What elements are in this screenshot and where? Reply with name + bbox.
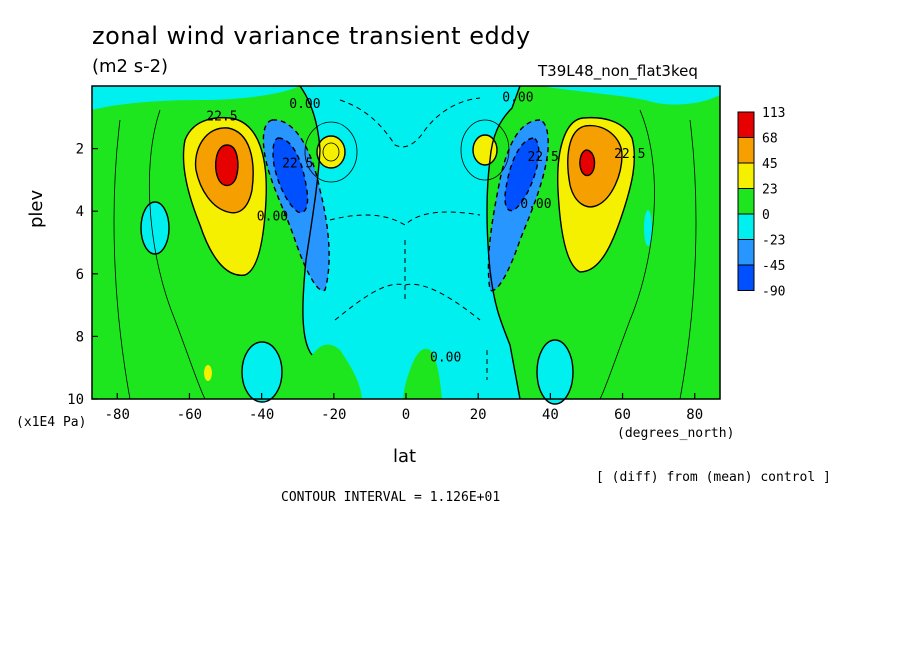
field-red-left [215,145,238,186]
contour-line [472,134,498,166]
contour-label: 0.00 [502,91,533,106]
field-cyan-topright [540,86,720,105]
x-axis-units: (degrees_north) [617,426,735,441]
x-axis-label: lat [393,446,417,467]
contour-label: 0.00 [257,210,288,225]
diff-note: [ (diff) from (mean) control ] [596,470,831,485]
contour-line [504,137,540,212]
y-tick-label: 6 [76,267,84,283]
colorbar-label: 23 [762,183,778,198]
contour-line [579,149,596,177]
y-axis: 2 4 6 8 10 [67,142,98,408]
x-tick-label: 20 [470,407,487,423]
field-yellow-small-left [204,365,212,381]
contour-line [329,211,481,226]
contour-line [299,85,321,356]
x-tick-label: -60 [177,407,202,423]
contour-label: 0.00 [520,197,551,212]
colorbar-swatch [737,239,755,266]
colorbar-swatch [737,264,755,291]
field-red-right [579,150,595,176]
contour-line [182,116,267,276]
contour-line [557,116,636,273]
colorbar-label: 0 [762,208,770,223]
colorbar-label: 68 [762,132,778,147]
contour-labels: 22.5 0.00 22.5 0.00 0.00 22.5 0.00 22.5 0.00 [206,91,645,366]
contour-line [304,121,358,183]
contour-line [140,201,170,255]
x-tick-label: 80 [686,407,703,423]
colorbar-swatch [737,137,755,164]
contour-lines [113,85,697,405]
contour-line [194,127,254,214]
contour-line [679,119,697,400]
y-axis-units: (x1E4 Pa) [16,415,87,430]
contour-line [599,109,655,400]
contour-line [460,119,510,181]
x-tick-label: -40 [249,407,274,423]
field-cyan-bottom-right [537,340,573,404]
plot-fields [92,86,720,404]
field-blue-right [504,138,539,211]
colorbar-label: -45 [762,259,785,274]
chart-title: zonal wind variance transient eddy [92,22,531,50]
field-yellow-secondary-right [473,135,497,165]
field-cyan-left-blob [141,202,169,254]
contour-line [113,119,131,400]
x-tick-label: -20 [321,407,346,423]
contour-line [567,124,623,208]
x-axis: -80 -60 -40 -20 0 20 40 60 80 [105,393,703,423]
contour-label: 22.5 [527,150,558,165]
contour-line [241,341,283,403]
contour-line [486,85,521,400]
colorbar-label: -90 [762,285,785,300]
contour-line [334,283,481,321]
x-tick-label: 60 [614,407,631,423]
contour-label: 22.5 [282,156,313,171]
field-cyan-bottom-left [242,342,282,402]
contour-line [487,119,549,292]
contour-line [536,339,574,405]
contour-label: 0.00 [289,97,320,112]
contour-line [262,119,330,292]
x-tick-label: -80 [105,407,130,423]
x-tick-label: 40 [542,407,559,423]
run-name: T39L48_non_flat3keq [538,62,698,80]
contour-label: 22.5 [614,147,645,162]
contour-label: 0.00 [430,350,461,365]
contour-interval: CONTOUR INTERVAL = 1.126E+01 [281,490,501,505]
colorbar-label: 45 [762,157,778,172]
contour-line [339,97,481,148]
colorbar-label: -23 [762,234,785,249]
contour-line [149,109,206,400]
chart-units: (m2 s-2) [92,56,169,77]
colorbar-swatch [737,213,755,240]
field-cyan-topleft [92,86,300,110]
colorbar-swatch [737,111,755,138]
contour-line [316,135,346,169]
y-tick-label: 4 [76,204,84,220]
contour-line [322,142,340,162]
colorbar-swatch [737,162,755,189]
contour-label: 22.5 [206,109,237,124]
x-tick-label: 0 [402,407,410,423]
field-cyan-right-sliver [644,210,652,246]
y-tick-label: 10 [67,392,84,408]
colorbar-legend: 113 68 45 23 0 -23 -45 -90 [737,106,785,300]
colorbar-swatch [737,188,755,215]
contour-line [272,137,309,214]
contour-line [215,144,239,187]
field-yellow-secondary-left [317,136,345,168]
field-blue-left [273,138,308,213]
y-tick-label: 8 [76,329,84,345]
y-tick-label: 2 [76,142,84,158]
colorbar-label: 113 [762,106,785,121]
